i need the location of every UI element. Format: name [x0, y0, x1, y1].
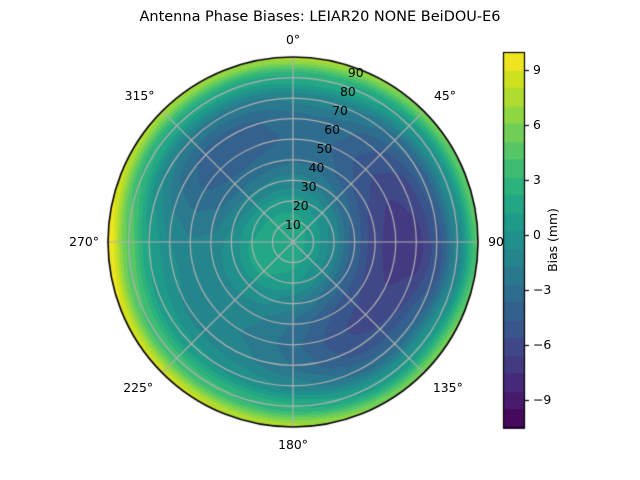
polar-heatmap-plot[interactable] — [0, 0, 640, 480]
figure-canvas-area: Antenna Phase Biases: LEIAR20 NONE BeiDO… — [0, 0, 640, 480]
